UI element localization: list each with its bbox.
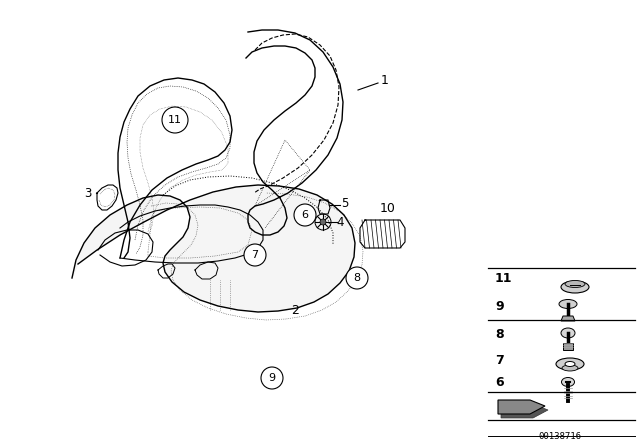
Text: 5: 5 [341,197,349,210]
Ellipse shape [565,362,575,366]
Ellipse shape [562,365,578,371]
Polygon shape [561,316,575,321]
Text: 9: 9 [268,373,276,383]
Ellipse shape [561,328,575,338]
Text: 9: 9 [495,300,504,313]
Circle shape [162,107,188,133]
Text: 00138716: 00138716 [538,432,582,441]
Ellipse shape [561,281,589,293]
Text: 10: 10 [380,202,396,215]
Text: 6: 6 [495,375,504,388]
Circle shape [346,267,368,289]
Polygon shape [498,400,545,414]
Ellipse shape [565,280,585,288]
Text: 3: 3 [84,186,92,199]
Ellipse shape [559,300,577,309]
Text: 6: 6 [301,210,308,220]
Circle shape [244,244,266,266]
Polygon shape [563,343,573,350]
Text: 11: 11 [495,271,513,284]
Text: 7: 7 [252,250,259,260]
Text: 2: 2 [291,303,299,316]
Circle shape [261,367,283,389]
Text: 11: 11 [168,115,182,125]
Circle shape [320,219,326,225]
Circle shape [294,204,316,226]
Polygon shape [501,404,548,418]
Polygon shape [72,185,355,312]
Text: 8: 8 [495,327,504,340]
Text: 7: 7 [495,353,504,366]
Text: 1: 1 [381,73,389,86]
Ellipse shape [561,378,575,387]
Text: 4: 4 [336,215,344,228]
Text: 8: 8 [353,273,360,283]
Ellipse shape [556,358,584,370]
